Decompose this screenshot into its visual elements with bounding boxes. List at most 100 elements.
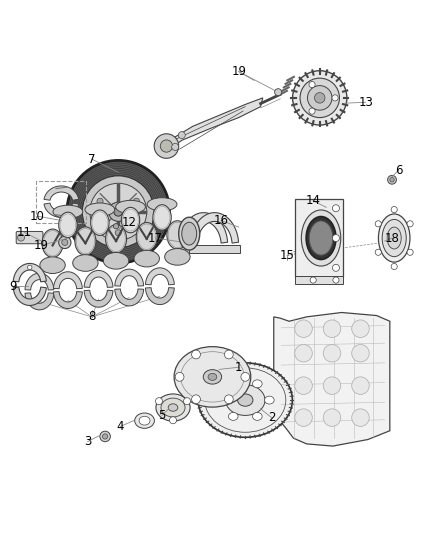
Ellipse shape — [40, 257, 65, 273]
Text: 15: 15 — [279, 249, 294, 262]
Circle shape — [332, 264, 339, 271]
Text: 10: 10 — [30, 209, 45, 223]
Text: 5: 5 — [159, 409, 166, 422]
Circle shape — [97, 198, 103, 204]
Circle shape — [295, 344, 312, 362]
Ellipse shape — [139, 416, 150, 425]
Circle shape — [352, 320, 369, 337]
Circle shape — [295, 320, 312, 337]
Circle shape — [390, 177, 394, 182]
Circle shape — [388, 175, 396, 184]
Polygon shape — [84, 270, 113, 287]
Polygon shape — [180, 213, 228, 243]
Text: 4: 4 — [117, 420, 124, 433]
Ellipse shape — [382, 220, 406, 257]
Polygon shape — [115, 269, 144, 286]
Ellipse shape — [85, 203, 115, 216]
Circle shape — [295, 409, 312, 426]
Circle shape — [224, 395, 233, 403]
Circle shape — [352, 409, 369, 426]
Ellipse shape — [252, 413, 262, 421]
Polygon shape — [44, 186, 79, 200]
Text: 9: 9 — [9, 280, 17, 293]
Circle shape — [113, 223, 119, 229]
Bar — [189, 246, 240, 253]
Ellipse shape — [216, 396, 226, 404]
Circle shape — [323, 320, 341, 337]
Circle shape — [175, 373, 184, 381]
Circle shape — [352, 377, 369, 394]
Ellipse shape — [153, 205, 171, 230]
Text: 16: 16 — [214, 214, 229, 227]
Circle shape — [375, 221, 381, 227]
Polygon shape — [13, 263, 46, 282]
Bar — [178, 246, 229, 253]
Ellipse shape — [237, 394, 253, 406]
Ellipse shape — [387, 227, 401, 249]
Text: 19: 19 — [231, 65, 246, 78]
Ellipse shape — [103, 253, 129, 269]
Ellipse shape — [167, 221, 188, 249]
Ellipse shape — [182, 222, 197, 245]
Ellipse shape — [75, 227, 96, 255]
Ellipse shape — [161, 398, 185, 417]
Circle shape — [309, 108, 315, 114]
Text: 6: 6 — [395, 164, 403, 176]
Ellipse shape — [265, 396, 274, 404]
Circle shape — [332, 205, 339, 212]
Circle shape — [155, 398, 162, 405]
Circle shape — [178, 132, 185, 139]
Circle shape — [115, 230, 121, 236]
Ellipse shape — [203, 370, 222, 384]
Ellipse shape — [229, 413, 238, 421]
Circle shape — [82, 176, 154, 248]
Circle shape — [67, 160, 170, 263]
Ellipse shape — [91, 210, 109, 236]
Circle shape — [18, 234, 25, 241]
Circle shape — [391, 206, 397, 213]
Ellipse shape — [53, 205, 83, 219]
Circle shape — [192, 350, 200, 359]
Circle shape — [309, 82, 315, 87]
Polygon shape — [145, 268, 174, 285]
Circle shape — [224, 350, 233, 359]
Text: 14: 14 — [306, 195, 321, 207]
Circle shape — [191, 395, 200, 403]
Bar — [295, 276, 343, 284]
Ellipse shape — [147, 198, 177, 211]
Circle shape — [407, 249, 413, 255]
Ellipse shape — [134, 251, 159, 267]
Ellipse shape — [208, 374, 217, 381]
Text: 18: 18 — [385, 231, 399, 245]
Text: 19: 19 — [34, 239, 49, 252]
Circle shape — [172, 143, 179, 150]
Bar — [36, 181, 86, 223]
Ellipse shape — [156, 394, 190, 421]
Circle shape — [62, 239, 68, 246]
Polygon shape — [84, 290, 113, 307]
Polygon shape — [53, 292, 82, 309]
Circle shape — [102, 434, 108, 439]
Circle shape — [391, 263, 397, 270]
Polygon shape — [13, 287, 46, 305]
Ellipse shape — [42, 229, 63, 257]
Ellipse shape — [136, 222, 157, 251]
Text: 12: 12 — [122, 216, 137, 229]
Circle shape — [275, 88, 282, 96]
Text: 3: 3 — [84, 435, 91, 448]
Circle shape — [154, 134, 179, 158]
Ellipse shape — [121, 207, 140, 233]
Ellipse shape — [306, 216, 336, 260]
Ellipse shape — [165, 248, 190, 265]
Circle shape — [314, 93, 325, 103]
Ellipse shape — [301, 210, 341, 266]
Polygon shape — [44, 203, 79, 217]
Ellipse shape — [179, 217, 200, 250]
Circle shape — [352, 344, 369, 362]
Circle shape — [293, 71, 347, 125]
Ellipse shape — [168, 404, 178, 411]
Bar — [295, 199, 343, 278]
Polygon shape — [191, 213, 239, 243]
Circle shape — [333, 277, 339, 283]
Polygon shape — [274, 312, 390, 446]
